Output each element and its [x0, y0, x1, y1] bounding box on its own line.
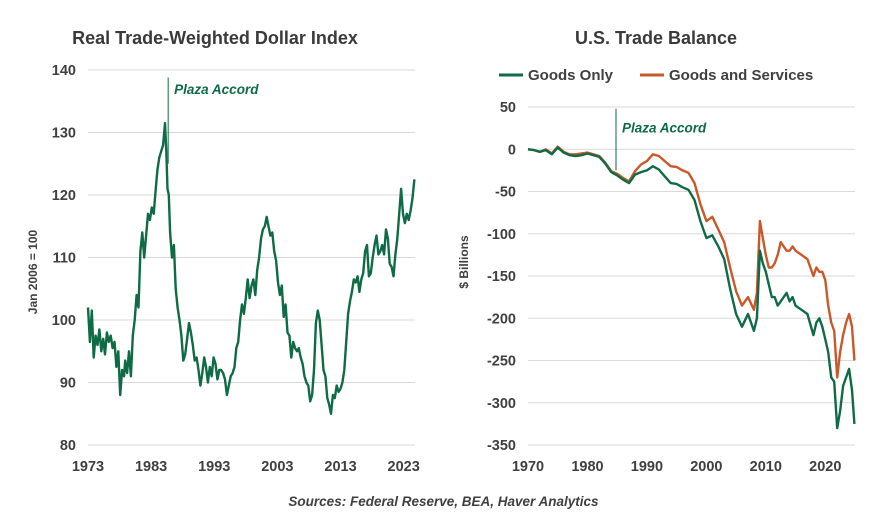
plaza-accord-label: Plaza Accord — [174, 82, 259, 97]
x-tick-label: 1980 — [571, 459, 603, 475]
series-line-dollar-index — [86, 121, 416, 415]
plaza-accord-label: Plaza Accord — [622, 120, 707, 135]
y-tick-label: 0 — [508, 142, 516, 158]
y-tick-label: 130 — [52, 126, 76, 142]
x-tick-label: 1993 — [198, 459, 230, 475]
x-tick-label: 1983 — [135, 459, 167, 475]
chart-dollar-index: Real Trade-Weighted Dollar Index Jan 200… — [26, 28, 420, 475]
y-tick-label: -50 — [495, 185, 516, 201]
gridlines-dollar-index — [88, 69, 415, 446]
y-tick-labels-dollar-index: 80 90 100 110 120 130 140 — [52, 63, 76, 454]
y-tick-label: 140 — [52, 63, 76, 79]
legend: Goods Only Goods and Services — [499, 67, 813, 84]
legend-label-goods-and-services: Goods and Services — [669, 67, 813, 84]
y-tick-label: -250 — [487, 354, 516, 370]
x-tick-labels-trade-balance: 1970 1980 1990 2000 2010 2020 — [512, 459, 842, 475]
y-tick-label: -150 — [487, 269, 516, 285]
x-tick-labels-dollar-index: 1973 1983 1993 2003 2013 2023 — [72, 459, 420, 475]
x-tick-label: 2003 — [261, 459, 293, 475]
y-axis-label-trade-balance: $ Billions — [457, 235, 471, 289]
x-tick-label: 2013 — [324, 459, 356, 475]
gridlines-trade-balance — [528, 106, 855, 446]
x-tick-label: 2020 — [809, 459, 841, 475]
chart-trade-balance: U.S. Trade Balance Goods Only Goods and … — [457, 28, 856, 475]
series-line-goods-and-services — [527, 145, 856, 379]
x-tick-label: 2023 — [388, 459, 420, 475]
x-tick-label: 1970 — [512, 459, 544, 475]
y-tick-labels-trade-balance: 50 0 -50 -100 -150 -200 -250 -300 -350 — [487, 100, 516, 454]
series-line-goods-only — [527, 146, 856, 430]
y-tick-label: 110 — [53, 251, 76, 267]
y-tick-label: -200 — [487, 311, 516, 327]
x-tick-label: 1973 — [72, 459, 104, 475]
y-tick-label: -100 — [487, 227, 516, 243]
y-tick-label: 50 — [500, 100, 516, 116]
x-tick-label: 2010 — [750, 459, 782, 475]
y-axis-label-dollar-index: Jan 2006 = 100 — [26, 229, 40, 314]
y-tick-label: 90 — [60, 376, 76, 392]
chart-title-trade-balance: U.S. Trade Balance — [575, 28, 737, 48]
source-note: Sources: Federal Reserve, BEA, Haver Ana… — [288, 494, 599, 509]
legend-label-goods-only: Goods Only — [528, 67, 614, 84]
y-tick-label: 100 — [52, 313, 76, 329]
y-tick-label: -350 — [487, 438, 516, 454]
x-tick-label: 1990 — [631, 459, 663, 475]
x-tick-label: 2000 — [690, 459, 722, 475]
y-tick-label: -300 — [487, 396, 516, 412]
y-tick-label: 120 — [52, 188, 76, 204]
y-tick-label: 80 — [60, 438, 76, 454]
chart-title-dollar-index: Real Trade-Weighted Dollar Index — [72, 28, 358, 48]
